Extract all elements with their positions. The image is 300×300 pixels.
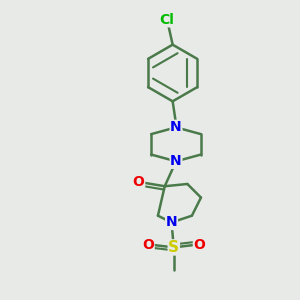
Text: N: N [166, 215, 177, 230]
Text: N: N [170, 120, 182, 134]
Text: O: O [133, 175, 145, 189]
Text: N: N [170, 154, 182, 168]
Text: O: O [142, 238, 154, 252]
Text: Cl: Cl [160, 13, 174, 27]
Text: O: O [194, 238, 205, 252]
Text: S: S [168, 240, 179, 255]
